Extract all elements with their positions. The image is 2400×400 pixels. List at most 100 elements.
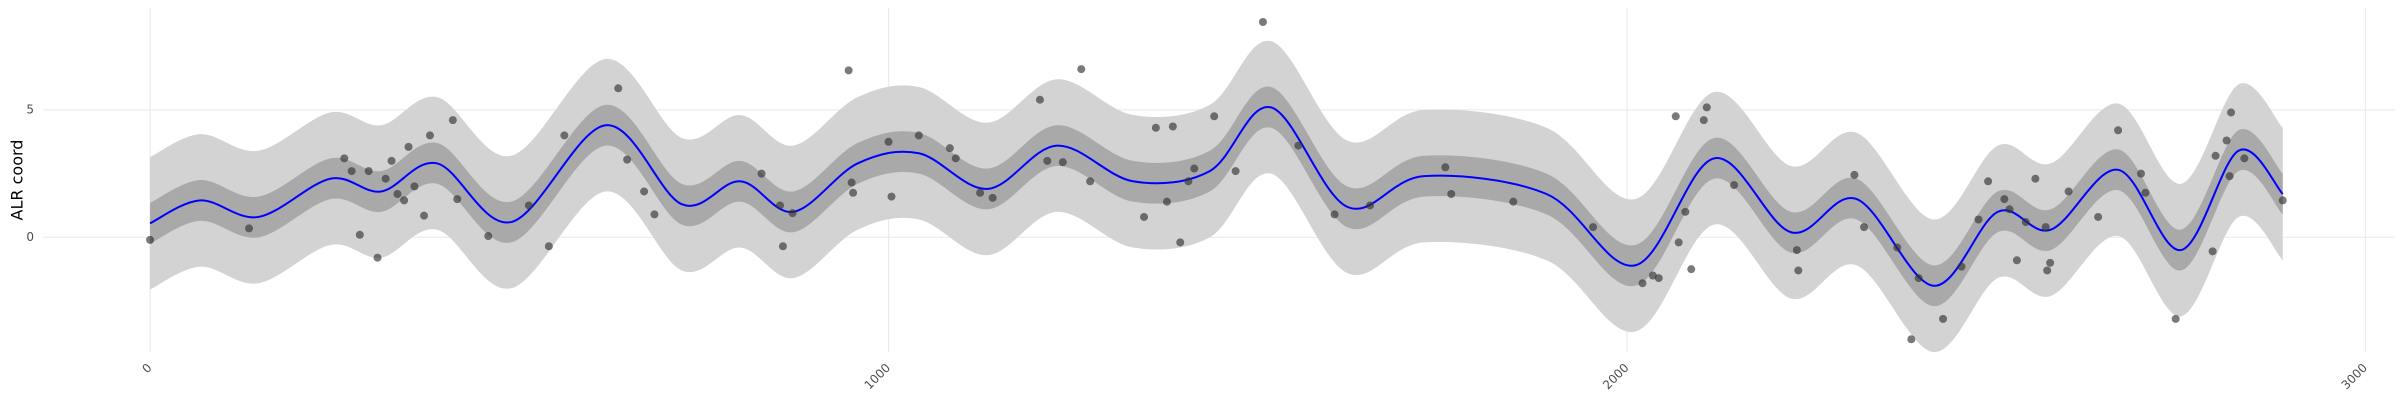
data-point <box>640 187 649 196</box>
data-point <box>1035 95 1044 104</box>
data-point <box>453 195 462 204</box>
data-point <box>1176 238 1185 247</box>
data-point <box>340 154 349 163</box>
data-point <box>1210 112 1219 121</box>
data-point <box>245 224 254 233</box>
data-point <box>347 167 356 176</box>
data-point <box>1190 164 1199 173</box>
data-point <box>2171 314 2180 323</box>
x-tick-label: 1000 <box>862 361 893 392</box>
data-point <box>757 169 766 178</box>
data-point <box>400 196 409 205</box>
data-point <box>1850 170 1859 179</box>
data-point <box>2041 223 2050 232</box>
data-point <box>1914 274 1923 283</box>
data-point <box>2094 212 2103 221</box>
data-point <box>420 211 429 220</box>
data-point <box>2064 187 2073 196</box>
data-point <box>1447 190 1456 199</box>
data-point <box>1730 181 1739 190</box>
data-point <box>1294 141 1303 150</box>
data-point <box>1058 158 1067 167</box>
data-point <box>2141 188 2150 197</box>
x-tick-label: 0 <box>139 361 154 376</box>
data-point <box>844 66 853 75</box>
y-axis-title: ALR coord <box>8 140 27 221</box>
data-point <box>887 192 896 201</box>
inner-band <box>150 86 2283 307</box>
data-point <box>1441 163 1450 172</box>
data-point <box>1509 197 1518 206</box>
data-point <box>448 116 457 125</box>
data-point <box>775 201 784 210</box>
data-point <box>1984 177 1993 186</box>
data-point <box>2005 205 2014 214</box>
data-point <box>976 188 985 197</box>
data-point <box>1638 279 1647 288</box>
data-point <box>2240 154 2249 163</box>
data-point <box>2208 247 2217 256</box>
data-point <box>2031 174 2040 183</box>
data-point <box>1162 197 1171 206</box>
data-point <box>1077 65 1086 74</box>
data-point <box>951 154 960 163</box>
data-point <box>1860 223 1869 232</box>
outer-band <box>150 40 2283 353</box>
data-point <box>2136 169 2145 178</box>
data-point <box>1086 177 1095 186</box>
data-point <box>614 84 623 93</box>
data-point <box>381 174 390 183</box>
data-point <box>1184 177 1193 186</box>
data-point <box>1674 238 1683 247</box>
data-point <box>393 190 402 199</box>
data-point <box>524 201 533 210</box>
data-point <box>404 142 413 151</box>
y-tick-label: 0 <box>26 230 34 244</box>
data-point <box>2278 196 2287 205</box>
data-point <box>2222 136 2231 145</box>
data-point <box>1907 335 1916 344</box>
data-point <box>778 242 787 251</box>
data-point <box>1794 266 1803 275</box>
data-point <box>355 230 364 239</box>
data-point <box>1792 246 1801 255</box>
data-point <box>484 232 493 241</box>
data-point <box>2012 256 2021 265</box>
data-point <box>884 137 893 146</box>
data-point <box>364 167 373 176</box>
data-point <box>1699 116 1708 125</box>
data-point <box>1893 243 1902 252</box>
data-point <box>2114 126 2123 135</box>
x-tick-label: 2000 <box>1600 361 1631 392</box>
data-point <box>945 144 954 153</box>
data-point <box>1258 18 1267 27</box>
data-point <box>1681 207 1690 216</box>
data-point <box>1957 262 1966 271</box>
data-point <box>387 156 396 165</box>
data-point <box>623 155 632 164</box>
data-point <box>1043 156 1052 165</box>
data-point <box>2211 151 2220 160</box>
data-point <box>1231 167 1240 176</box>
data-point <box>1151 123 1160 132</box>
data-point <box>1671 112 1680 121</box>
data-point <box>1687 265 1696 274</box>
data-point <box>1366 201 1375 210</box>
data-point <box>788 209 797 218</box>
data-point <box>1654 274 1663 283</box>
y-tick-label: 5 <box>26 102 34 116</box>
data-point <box>1589 223 1598 232</box>
data-point <box>849 188 858 197</box>
data-point <box>650 210 659 219</box>
data-point <box>146 235 155 244</box>
data-point <box>560 131 569 140</box>
data-point <box>425 131 434 140</box>
data-point <box>1702 103 1711 112</box>
data-point <box>1140 212 1149 221</box>
data-point <box>2225 172 2234 181</box>
data-point <box>410 182 419 191</box>
mean-line <box>149 106 2284 287</box>
data-point <box>1168 122 1177 131</box>
data-point <box>1939 314 1948 323</box>
data-point <box>2046 258 2055 267</box>
